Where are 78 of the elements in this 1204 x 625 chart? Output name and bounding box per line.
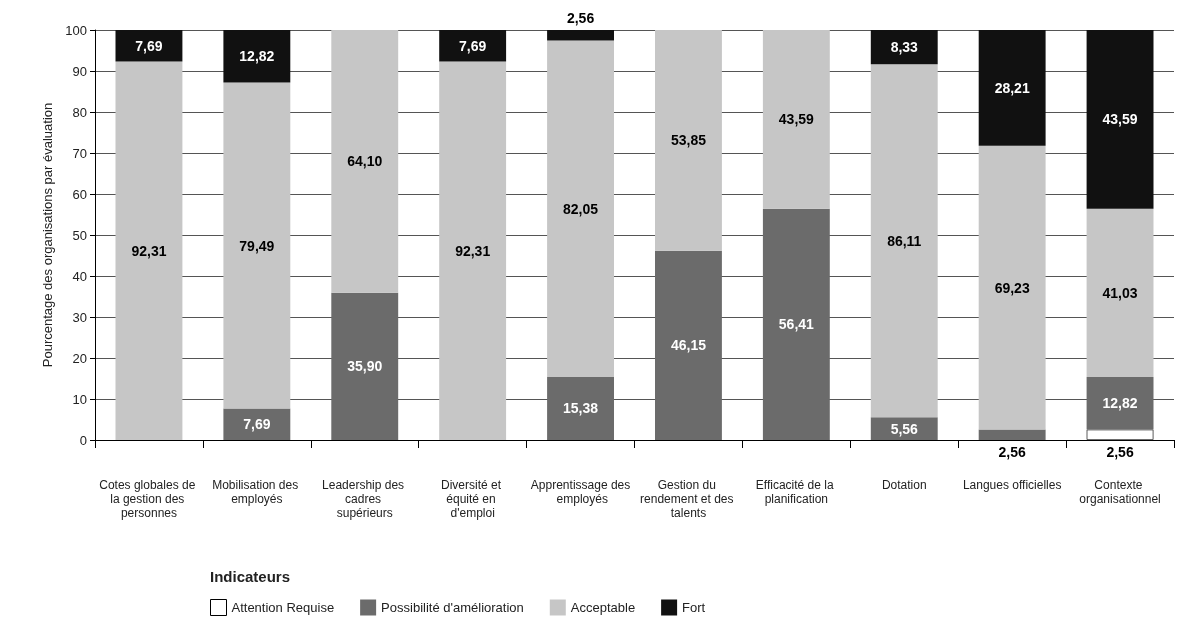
bar [1086,376,1154,430]
data-label: 7,69 [243,416,271,433]
bar [655,250,722,440]
bar [1086,208,1154,377]
y-tick-label: 80 [72,104,87,120]
y-tick-label: 70 [72,145,87,161]
data-label: 28,21 [994,79,1030,96]
bar [762,30,830,209]
data-label: 15,38 [563,400,599,417]
y-tick-label: 100 [65,22,87,38]
data-label: 12,82 [1102,395,1138,412]
data-label: 82,05 [563,200,599,217]
data-label: 41,03 [1102,284,1138,301]
data-label: 64,10 [347,153,383,170]
bar [439,30,507,62]
legend-label: Possibilité d'amélioration [381,600,524,615]
bar [547,30,614,41]
data-label: 92,31 [131,242,167,259]
bar [115,30,183,62]
data-label: 86,11 [887,232,922,249]
data-label: 7,69 [135,37,163,54]
legend-label: Fort [682,600,706,615]
data-label: 2,56 [1106,444,1134,460]
data-label: 46,15 [670,337,707,354]
data-label: 2,56 [566,10,595,27]
bar [439,61,507,440]
data-label: 69,23 [994,279,1030,296]
x-tick-label: Mobilisation des employés [212,478,302,506]
data-label: 5,56 [890,420,919,437]
x-tick-label: Contexte organisationnel [1079,478,1161,506]
bar [1086,429,1154,440]
legend-title: Indicateurs [210,568,291,585]
bar [223,408,291,440]
x-tick-label: Apprentissage des employés [530,478,631,506]
x-tick-label: Diversité et équité en d'emploi [440,478,505,520]
data-label: 92,31 [455,242,491,259]
bar [547,40,614,377]
data-label: 56,41 [778,316,815,333]
bar [762,208,830,440]
bar [223,82,291,409]
data-label: 79,49 [239,237,275,254]
x-tick-label: Langues officielles [962,478,1062,492]
y-tick-label: 90 [72,63,87,79]
bar [870,64,938,418]
y-tick-label: 40 [72,268,87,284]
data-label: 8,33 [890,39,919,56]
bar [655,30,722,251]
bar [331,30,399,293]
bar [870,30,938,65]
x-tick-label: Dotation [881,478,927,492]
bar [978,30,1046,146]
data-label: 43,59 [778,111,815,128]
data-label: 7,69 [459,37,487,54]
bar [223,30,291,83]
y-tick-label: 0 [79,432,87,448]
bar [331,292,399,440]
x-tick-label: Cotes globales de la gestion des personnes [99,478,199,520]
data-label: 2,56 [998,444,1026,460]
y-tick-label: 50 [72,227,87,243]
y-axis-title: Pourcentage des organisations par évaluation [40,102,56,368]
data-label: 53,85 [670,132,707,149]
x-tick-label: Leadership des cadres supérieurs [322,478,408,520]
data-label: 12,82 [239,48,275,65]
bar [115,61,183,440]
bar [978,145,1046,430]
bar [547,376,614,440]
legend-label: Attention Requise [231,600,335,615]
bar [1086,30,1154,209]
y-tick-label: 30 [72,309,87,325]
x-tick-label: Efficacité de la planification [755,478,837,506]
y-tick-label: 20 [72,350,87,366]
y-tick-label: 60 [72,186,87,202]
data-label: 43,59 [1102,111,1138,128]
y-tick-label: 10 [72,391,87,407]
bar [978,429,1046,440]
data-label: 35,90 [347,358,383,375]
legend-label: Acceptable [570,600,636,615]
x-tick-label: Gestion du rendement et des talents [640,478,737,520]
